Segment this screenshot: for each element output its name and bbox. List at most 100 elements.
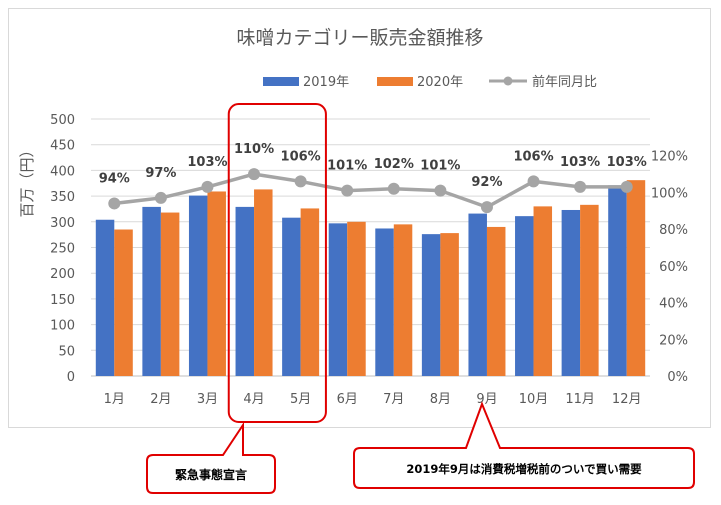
yoy-data-label: 106% — [281, 149, 321, 164]
bar-2019 — [282, 217, 301, 376]
y-tick-label: 500 — [50, 113, 75, 128]
bar-2019 — [515, 216, 534, 376]
y-tick-label: 350 — [50, 190, 75, 205]
y2-tick-label: 120% — [651, 150, 688, 165]
yoy-marker — [154, 191, 167, 204]
yoy-data-label: 103% — [560, 155, 600, 170]
x-tick-label: 2月 — [150, 392, 171, 407]
yoy-marker — [294, 175, 307, 188]
bar-2019 — [235, 206, 255, 376]
gridlines — [91, 118, 650, 377]
bar-2019 — [142, 206, 161, 376]
x-tick-label: 3月 — [197, 392, 218, 407]
y2-tick-label: 80% — [659, 223, 688, 238]
y-axis-label: 百万（円） — [18, 142, 36, 217]
bar-2020 — [254, 189, 273, 376]
x-tick-label: 4月 — [243, 392, 264, 407]
y2-tick-label: 20% — [659, 333, 688, 348]
yoy-marker — [480, 201, 493, 214]
legend-swatch-2019 — [263, 77, 299, 86]
bar-2020 — [486, 226, 506, 376]
bar-2020 — [626, 180, 646, 376]
yoy-marker — [620, 180, 633, 193]
yoy-marker — [341, 184, 354, 197]
bar-2020 — [207, 191, 226, 376]
bar-2020 — [533, 206, 553, 376]
bar-2020 — [440, 233, 459, 376]
legend-label-2019: 2019年 — [303, 75, 349, 90]
y2-tick-label: 40% — [659, 297, 688, 312]
callout-emergency-text: 緊急事態宣言 — [175, 467, 247, 482]
yoy-data-label: 97% — [145, 166, 176, 181]
yoy-marker — [434, 184, 447, 197]
bars — [95, 180, 646, 376]
bar-2019 — [468, 213, 487, 376]
yoy-marker — [248, 168, 261, 181]
yoy-marker — [201, 180, 214, 193]
x-tick-label: 10月 — [519, 392, 549, 407]
bar-2019 — [608, 185, 627, 376]
yoy-data-label: 94% — [99, 171, 130, 186]
bar-2020 — [114, 229, 133, 376]
y2-tick-label: 100% — [651, 186, 688, 201]
yoy-marker — [574, 180, 587, 193]
callout-emergency-bubble — [146, 421, 276, 494]
bar-2020 — [160, 212, 180, 376]
callout-emergency: 緊急事態宣言 — [146, 421, 276, 494]
bar-2020 — [347, 221, 366, 376]
y-tick-label: 400 — [50, 164, 75, 179]
yoy-data-label: 101% — [327, 159, 367, 174]
x-tick-label: 12月 — [612, 392, 642, 407]
callout-tax-bubble — [353, 401, 695, 489]
x-axis-ticks: 1月 2月 3月 4月 5月 6月 7月 8月 9月 10月 11月 12月 — [104, 392, 642, 407]
yoy-marker — [387, 182, 400, 195]
y-tick-label: 50 — [58, 344, 75, 359]
yoy-line — [114, 172, 627, 209]
y-tick-label: 300 — [50, 216, 75, 231]
y2-tick-label: 60% — [659, 260, 688, 275]
yoy-data-label: 101% — [420, 159, 460, 174]
y2-tick-label: 0% — [667, 370, 688, 385]
legend-label-2020: 2020年 — [417, 75, 463, 90]
yoy-data-label: 110% — [234, 142, 274, 157]
legend: 2019年 2020年 前年同月比 — [263, 74, 597, 90]
y-tick-label: 150 — [50, 293, 75, 308]
yoy-line-series: 94% 97% 103% 110% 106% 101% 102% 101% 92% 106% 103… — [99, 142, 647, 214]
x-tick-label: 6月 — [337, 392, 358, 407]
x-tick-label: 5月 — [290, 392, 311, 407]
x-tick-label: 9月 — [476, 392, 497, 407]
yoy-data-label: 102% — [374, 157, 414, 172]
bar-2020 — [580, 204, 599, 376]
x-tick-label: 1月 — [104, 392, 125, 407]
y-tick-label: 100 — [50, 319, 75, 334]
legend-label-yoy: 前年同月比 — [532, 74, 597, 90]
yoy-data-label: 92% — [471, 175, 502, 190]
yoy-data-label: 103% — [187, 155, 227, 170]
y-tick-label: 450 — [50, 139, 75, 154]
y-tick-label: 0 — [67, 370, 75, 385]
bar-2019 — [95, 219, 115, 376]
bar-2019 — [375, 228, 394, 376]
callout-tax: 2019年9月は消費税増税前のついで買い需要 — [353, 401, 695, 489]
bar-2019 — [561, 209, 581, 376]
y-tick-label: 200 — [50, 267, 75, 282]
highlight-box-apr-may — [227, 103, 327, 423]
chart-title: 味噌カテゴリー販売金額推移 — [236, 27, 483, 49]
bar-2019 — [188, 195, 208, 376]
x-tick-label: 11月 — [565, 392, 595, 407]
yoy-marker — [108, 197, 121, 210]
yoy-marker — [527, 175, 540, 188]
bar-2020 — [393, 224, 413, 376]
bar-2019 — [421, 234, 441, 376]
x-tick-label: 8月 — [430, 392, 451, 407]
callout-tax-text: 2019年9月は消費税増税前のついで買い需要 — [406, 462, 642, 476]
bar-2020 — [300, 208, 320, 376]
legend-swatch-2020 — [377, 77, 413, 86]
yoy-data-label: 103% — [607, 155, 647, 170]
y-tick-label: 250 — [50, 242, 75, 257]
y-axis-ticks: 0 50 100 150 200 250 300 350 400 450 500 — [50, 113, 75, 385]
bar-2019 — [328, 223, 348, 376]
yoy-data-label: 106% — [513, 149, 553, 164]
legend-swatch-yoy-marker — [503, 76, 513, 86]
